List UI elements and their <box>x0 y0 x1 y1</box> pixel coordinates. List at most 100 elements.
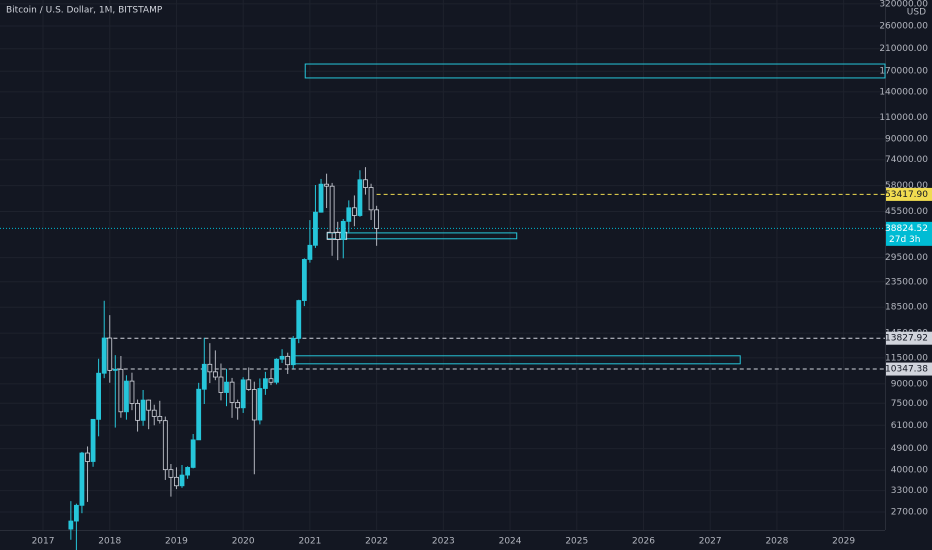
candle-body <box>185 467 191 476</box>
candle-body <box>168 469 174 478</box>
x-tick-label: 2028 <box>765 537 788 547</box>
candle-body <box>96 372 102 420</box>
candle-body <box>124 380 129 413</box>
x-tick-label: 2026 <box>632 537 655 547</box>
y-tick-label: 4900.00 <box>891 444 928 454</box>
y-tick-label: 170000.00 <box>879 67 928 77</box>
y-tick-label: 210000.00 <box>879 44 928 54</box>
y-tick-label: 6100.00 <box>891 421 928 431</box>
candle-body <box>335 232 341 240</box>
x-tick-label: 2018 <box>98 537 121 547</box>
y-tick-label: 3300.00 <box>891 486 928 496</box>
candle-body <box>212 371 218 378</box>
candle-body <box>352 207 357 216</box>
last-price-label: 38824.52 <box>885 224 928 234</box>
candle-body <box>162 420 168 471</box>
y-tick-label: 18500.00 <box>885 303 928 313</box>
y-tick-label: 90000.00 <box>885 134 928 144</box>
candle-body <box>324 183 329 187</box>
price-label: 53417.90 <box>885 190 928 200</box>
candle-body <box>374 209 380 229</box>
y-tick-label: 23500.00 <box>885 277 928 287</box>
candle-body <box>290 338 296 366</box>
candle-body <box>268 378 274 383</box>
x-tick-label: 2029 <box>832 537 855 547</box>
candle-body <box>129 380 135 404</box>
candle-body <box>368 187 374 211</box>
y-tick-label: 7500.00 <box>891 399 928 409</box>
y-tick-label: 110000.00 <box>879 113 928 123</box>
candle-body <box>218 376 224 393</box>
y-tick-label: 260000.00 <box>879 22 928 32</box>
candle-body <box>140 399 146 421</box>
y-tick-label: 140000.00 <box>879 87 928 97</box>
x-tick-label: 2027 <box>699 537 722 547</box>
candle-body <box>101 337 107 374</box>
candle-body <box>285 355 291 366</box>
price-label-bg <box>886 362 932 376</box>
last-price-label-bg <box>886 221 932 246</box>
price-label: 13827.92 <box>885 334 928 344</box>
x-tick-label: 2024 <box>499 537 522 547</box>
candle-body <box>146 399 152 411</box>
grid <box>0 0 885 530</box>
candle-body <box>224 381 229 393</box>
candle-body <box>301 259 307 301</box>
x-tick-label: 2022 <box>365 537 388 547</box>
candle-body <box>296 300 302 339</box>
candle-body <box>329 185 335 234</box>
candle-body <box>240 379 246 409</box>
candle-body <box>73 504 79 522</box>
candle-body <box>257 388 263 421</box>
candle-body <box>229 381 235 403</box>
candle-body <box>363 179 368 188</box>
candle-body <box>207 363 213 373</box>
y-unit: USD <box>907 8 926 18</box>
y-tick-label: 2700.00 <box>891 508 928 518</box>
candle-body <box>274 358 279 383</box>
candle-body <box>79 452 85 506</box>
candle-body <box>307 244 313 260</box>
x-tick-label: 2023 <box>432 537 455 547</box>
x-tick-label: 2017 <box>32 537 55 547</box>
drawing-box <box>304 63 886 79</box>
candle-body <box>90 418 96 462</box>
y-tick-label: 9000.00 <box>891 379 928 389</box>
candle-body <box>357 179 363 216</box>
candle-body <box>85 452 90 462</box>
candle-body <box>235 402 241 409</box>
candle-body <box>179 474 185 487</box>
y-tick-label: 4000.00 <box>891 466 928 476</box>
candle-body <box>135 403 140 421</box>
candle-body <box>246 379 252 390</box>
candle-body <box>313 211 318 246</box>
candle-body <box>340 220 346 240</box>
price-label-bg <box>886 187 932 201</box>
candle-body <box>279 355 285 360</box>
candle-body <box>112 368 118 371</box>
x-tick-label: 2020 <box>232 537 255 547</box>
candle-body <box>318 183 324 213</box>
candle-body <box>157 416 163 422</box>
candle-body <box>107 337 113 371</box>
y-tick-label: 74000.00 <box>885 155 928 165</box>
candle-body <box>196 388 202 441</box>
countdown-label: 27d 3h <box>889 235 920 245</box>
x-tick-label: 2021 <box>298 537 321 547</box>
candle-body <box>346 207 352 222</box>
x-tick-label: 2019 <box>165 537 188 547</box>
y-tick-label: 320000.00 <box>879 0 928 9</box>
y-tick-label: 29500.00 <box>885 253 928 263</box>
candle-body <box>151 409 157 417</box>
candle-body <box>262 378 268 389</box>
chart-title: Bitcoin / U.S. Dollar, 1M, BITSTAMP <box>6 6 163 16</box>
candle-body <box>118 368 124 413</box>
candle-body <box>190 439 196 468</box>
candle-body <box>174 476 179 487</box>
y-tick-label: 45500.00 <box>885 207 928 217</box>
price-label-bg <box>886 331 932 345</box>
price-label: 10347.38 <box>885 365 928 375</box>
x-tick-label: 2025 <box>565 537 588 547</box>
